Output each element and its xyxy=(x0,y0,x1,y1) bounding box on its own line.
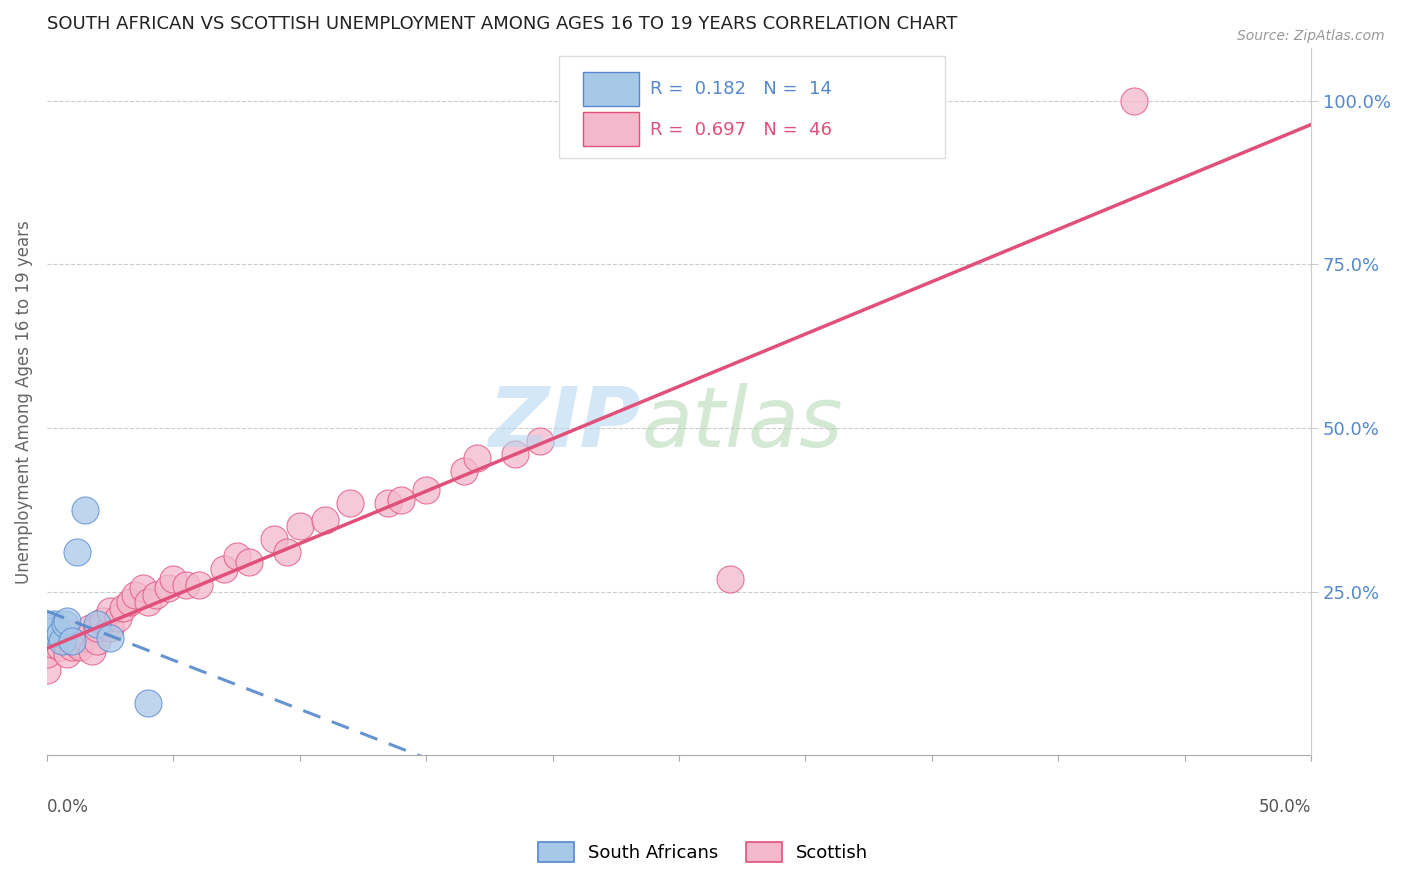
Point xyxy=(377,496,399,510)
Point xyxy=(111,601,134,615)
Point xyxy=(415,483,437,498)
Point xyxy=(145,588,167,602)
Point xyxy=(529,434,551,449)
Point xyxy=(73,631,96,645)
Point xyxy=(69,640,91,655)
Point xyxy=(60,640,83,655)
Point xyxy=(41,624,63,638)
Point xyxy=(66,545,89,559)
Point xyxy=(1123,94,1146,108)
Point xyxy=(66,637,89,651)
Point xyxy=(107,611,129,625)
Point xyxy=(225,549,247,563)
Point xyxy=(48,627,70,641)
Point xyxy=(44,617,66,632)
Point xyxy=(263,533,285,547)
Point xyxy=(136,696,159,710)
Point xyxy=(35,621,58,635)
Point xyxy=(187,578,209,592)
Point xyxy=(174,578,197,592)
Point xyxy=(53,633,76,648)
Point xyxy=(91,614,114,628)
FancyBboxPatch shape xyxy=(560,55,945,158)
Point xyxy=(51,633,73,648)
Point xyxy=(60,627,83,641)
Point xyxy=(73,503,96,517)
Text: R =  0.182   N =  14: R = 0.182 N = 14 xyxy=(650,80,832,98)
Point xyxy=(60,633,83,648)
Point xyxy=(56,647,79,661)
Legend: South Africans, Scottish: South Africans, Scottish xyxy=(530,834,876,870)
Text: ZIP: ZIP xyxy=(488,383,641,464)
Point xyxy=(718,572,741,586)
Point xyxy=(453,464,475,478)
Point xyxy=(157,582,180,596)
Text: atlas: atlas xyxy=(641,383,842,464)
Point xyxy=(35,627,58,641)
Point xyxy=(98,604,121,618)
Point xyxy=(56,614,79,628)
Point xyxy=(86,617,108,632)
Point xyxy=(389,493,412,508)
Text: R =  0.697   N =  46: R = 0.697 N = 46 xyxy=(650,120,832,139)
FancyBboxPatch shape xyxy=(583,71,638,106)
Point xyxy=(79,621,101,635)
Point xyxy=(339,496,361,510)
Point xyxy=(136,594,159,608)
Point xyxy=(124,588,146,602)
Point xyxy=(48,640,70,655)
Point xyxy=(82,643,104,657)
Point xyxy=(314,513,336,527)
Point xyxy=(35,647,58,661)
Point xyxy=(98,631,121,645)
Text: 0.0%: 0.0% xyxy=(46,797,89,816)
Point xyxy=(288,519,311,533)
Point xyxy=(98,621,121,635)
Point xyxy=(276,545,298,559)
Point xyxy=(35,663,58,677)
Point xyxy=(212,562,235,576)
Point xyxy=(132,582,155,596)
Point xyxy=(465,450,488,465)
Point xyxy=(503,447,526,461)
Text: 50.0%: 50.0% xyxy=(1258,797,1312,816)
Point xyxy=(162,572,184,586)
Point xyxy=(120,594,142,608)
Text: Source: ZipAtlas.com: Source: ZipAtlas.com xyxy=(1237,29,1385,43)
Point xyxy=(53,617,76,632)
FancyBboxPatch shape xyxy=(583,112,638,146)
Point xyxy=(86,621,108,635)
Point xyxy=(86,633,108,648)
Y-axis label: Unemployment Among Ages 16 to 19 years: Unemployment Among Ages 16 to 19 years xyxy=(15,220,32,583)
Text: SOUTH AFRICAN VS SCOTTISH UNEMPLOYMENT AMONG AGES 16 TO 19 YEARS CORRELATION CHA: SOUTH AFRICAN VS SCOTTISH UNEMPLOYMENT A… xyxy=(46,15,957,33)
Point xyxy=(41,637,63,651)
Point xyxy=(238,555,260,569)
